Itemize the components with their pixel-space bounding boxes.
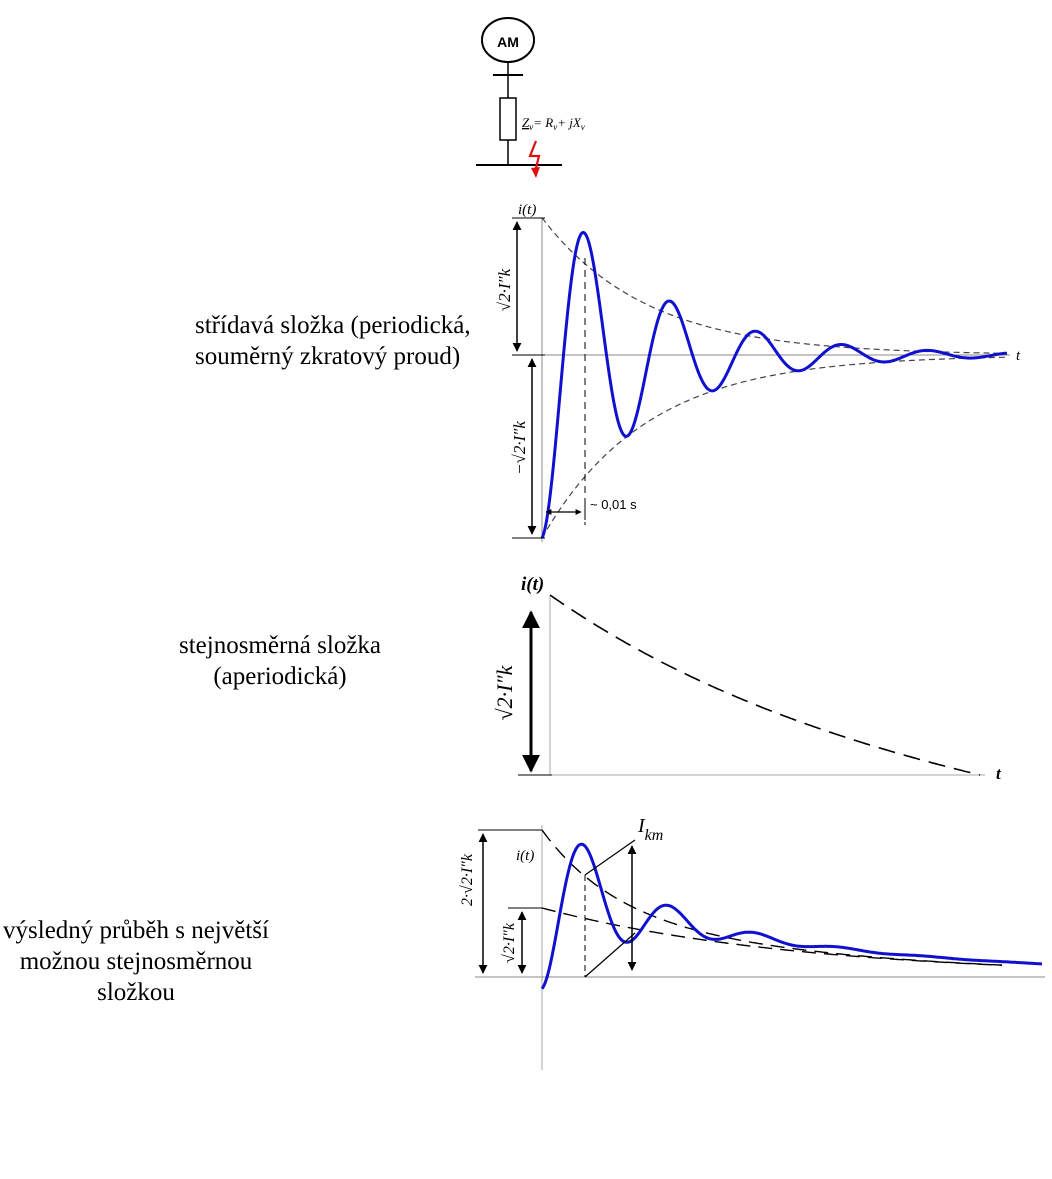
- ac-envelope-upper: [541, 217, 1006, 354]
- total-waveform: [540, 842, 1042, 990]
- caption-total: výsledný průběh s největší možnou stejno…: [0, 915, 272, 1008]
- ac-waveform: [540, 230, 1008, 539]
- dc-amp-label: √2·I″k: [492, 664, 517, 720]
- caption-total-line-2: možnou stejnosměrnou: [19, 948, 253, 975]
- dc-x-axis-label: t: [996, 764, 1002, 783]
- fault-arrowhead: [531, 167, 540, 178]
- ac-y-axis-label: i(t): [518, 202, 536, 218]
- ac-component-chart: i(t) t √2·I″k −√2·I″k ~ 0,01 s: [495, 202, 1021, 542]
- total-dc-component: [541, 907, 1003, 966]
- caption-ac-line-1: střídavá složka (periodická,: [195, 312, 471, 339]
- caption-total-line-3: složkou: [97, 979, 175, 1006]
- ac-x-axis-label: t: [1016, 348, 1021, 364]
- dc-exponential-curve: [549, 594, 981, 776]
- circuit-schematic: AM Zv= Rv+ jXv: [476, 17, 585, 178]
- motor-label: AM: [497, 34, 519, 50]
- total-peak-leader: [584, 839, 636, 876]
- dc-component-chart: i(t) t √2·I″k: [492, 574, 1002, 783]
- impedance-label: Zv= Rv+ jXv: [522, 115, 585, 132]
- ac-amp-label-pos: √2·I″k: [495, 268, 514, 311]
- total-y-axis-label: i(t): [516, 848, 534, 864]
- total-current-chart: i(t) 2·√2·I″k √2·I″k Ikm: [459, 815, 1045, 1070]
- caption-dc: stejnosměrná složka (aperiodická): [160, 630, 400, 692]
- dc-y-axis-label: i(t): [521, 574, 544, 595]
- total-peak-label: Ikm: [637, 815, 663, 844]
- total-peak-base-leader: [584, 932, 636, 978]
- caption-dc-line-1: stejnosměrná složka: [178, 632, 382, 659]
- caption-dc-line-2: (aperiodická): [213, 663, 347, 690]
- fault-lightning-icon: [528, 140, 541, 173]
- caption-ac-line-2: souměrný zkratový proud): [195, 343, 461, 370]
- ac-time-label: ~ 0,01 s: [590, 497, 637, 512]
- total-amp-label-single: √2·I″k: [501, 922, 518, 963]
- total-envelope-upper: [541, 829, 1003, 966]
- impedance-resistor: [499, 97, 517, 141]
- caption-ac: střídavá složka (periodická, souměrný zk…: [195, 310, 471, 372]
- ac-amp-label-neg: −√2·I″k: [510, 421, 529, 475]
- caption-total-line-1: výsledný průběh s největší: [3, 917, 269, 944]
- ac-envelope-lower: [541, 356, 1006, 539]
- total-amp-label-double: 2·√2·I″k: [459, 853, 476, 906]
